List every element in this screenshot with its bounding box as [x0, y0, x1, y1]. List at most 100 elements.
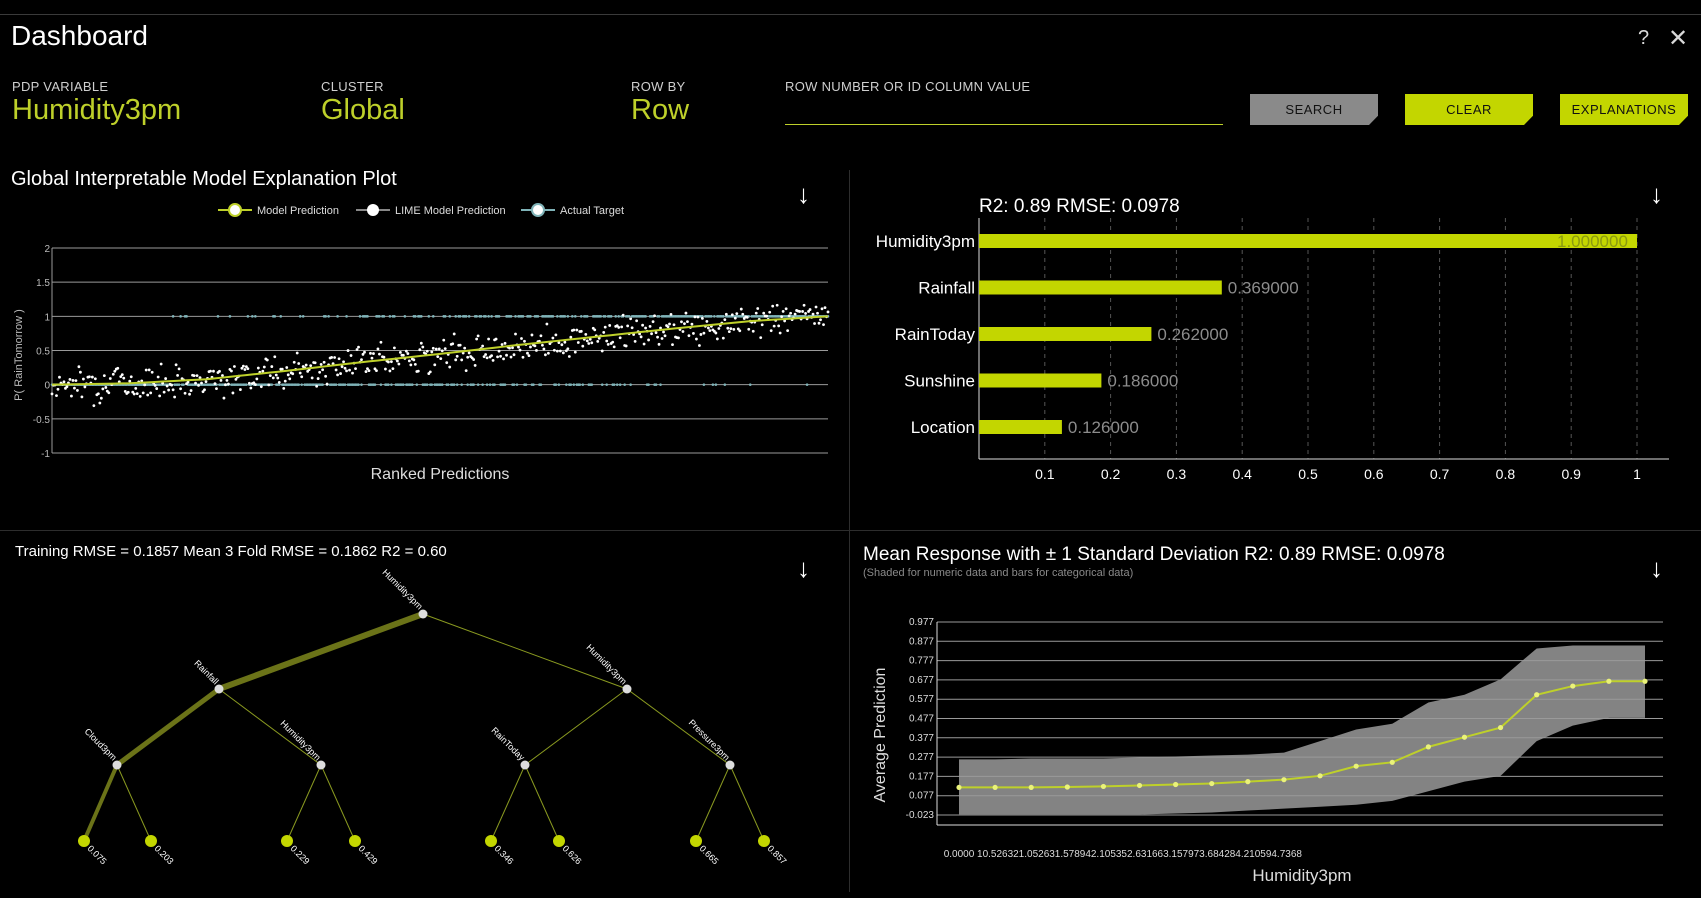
pdp-mean-point — [1642, 678, 1648, 684]
lime-prediction-point — [391, 367, 395, 371]
row-by-value[interactable]: Row — [631, 94, 690, 126]
lime-prediction-point — [804, 312, 807, 315]
lime-prediction-point — [666, 325, 670, 329]
actual-target-point — [618, 383, 622, 386]
lime-prediction-point — [593, 328, 597, 332]
lime-prediction-point — [475, 337, 479, 341]
lime-prediction-point — [135, 392, 139, 396]
tree-leaf-label: 0.429 — [357, 843, 380, 866]
actual-target-point — [713, 315, 716, 318]
actual-target-point — [612, 383, 616, 386]
lime-prediction-point — [621, 313, 625, 317]
pdp-mean-point — [1064, 784, 1070, 790]
lime-prediction-point — [732, 327, 736, 331]
clear-button[interactable]: CLEAR — [1405, 94, 1533, 125]
lime-prediction-point — [225, 378, 229, 382]
pdp-mean-point — [1570, 683, 1576, 689]
lime-prediction-point — [233, 365, 236, 368]
lime-prediction-point — [132, 392, 136, 396]
klime-y-tick-label: -0.5 — [33, 415, 51, 426]
lime-prediction-point — [316, 377, 320, 380]
lime-prediction-point — [772, 324, 776, 328]
actual-target-point — [420, 315, 423, 318]
lime-prediction-point — [747, 327, 751, 331]
lime-prediction-point — [77, 365, 81, 369]
cluster-value[interactable]: Global — [321, 94, 405, 126]
lime-prediction-point — [503, 341, 507, 345]
actual-target-point — [722, 315, 725, 318]
tree-download-icon[interactable]: ↓ — [797, 553, 810, 583]
klime-download-icon[interactable]: ↓ — [797, 179, 810, 209]
tree-edge — [490, 764, 526, 842]
lime-prediction-point — [754, 311, 758, 315]
actual-target-point — [578, 383, 582, 386]
tree-edge — [695, 764, 731, 842]
tree-leaf-node — [553, 835, 565, 847]
lime-prediction-point — [561, 351, 565, 355]
lime-prediction-point — [76, 389, 79, 392]
lime-prediction-point — [108, 377, 112, 380]
importance-category-label: Location — [911, 418, 975, 437]
help-icon[interactable]: ? — [1638, 27, 1650, 49]
importance-bar — [979, 234, 1637, 248]
close-icon[interactable]: ✕ — [1668, 25, 1689, 52]
tree-leaf-node — [690, 835, 702, 847]
search-button[interactable]: SEARCH — [1250, 94, 1378, 125]
lime-prediction-point — [684, 311, 688, 315]
panel-divider-vertical — [849, 170, 850, 892]
explanations-button[interactable]: EXPLANATIONS — [1560, 94, 1688, 125]
lime-prediction-point — [280, 367, 284, 371]
row-number-input[interactable] — [785, 96, 1223, 125]
lime-prediction-point — [439, 357, 443, 361]
actual-target-point — [485, 383, 489, 386]
lime-prediction-point — [491, 358, 495, 362]
lime-prediction-point — [372, 352, 375, 355]
pdp-download-icon[interactable]: ↓ — [1650, 553, 1663, 583]
lime-prediction-point — [759, 336, 763, 340]
pdp-mean-point — [956, 784, 962, 791]
tree-title: Training RMSE = 0.1857 Mean 3 Fold RMSE … — [15, 543, 447, 560]
lime-prediction-point — [144, 368, 148, 372]
lime-prediction-point — [274, 373, 278, 377]
lime-prediction-point — [333, 356, 336, 359]
lime-prediction-point — [213, 382, 217, 386]
tree-leaf-label: 0.229 — [289, 843, 312, 866]
legend-actual-target-label: Actual Target — [560, 205, 624, 217]
lime-prediction-point — [588, 337, 592, 341]
lime-prediction-point — [246, 367, 250, 371]
lime-prediction-point — [714, 331, 718, 335]
lime-prediction-point — [490, 354, 493, 357]
actual-target-point — [414, 315, 417, 318]
importance-download-icon[interactable]: ↓ — [1650, 179, 1663, 209]
lime-prediction-point — [730, 313, 734, 317]
lime-prediction-point — [330, 356, 333, 359]
lime-prediction-point — [547, 351, 550, 355]
lime-prediction-point — [816, 311, 819, 315]
actual-target-point — [431, 315, 435, 318]
importance-value-label: 0.186000 — [1107, 372, 1178, 391]
lime-prediction-point — [541, 343, 544, 347]
tree-leaf-node — [349, 835, 361, 847]
lime-prediction-point — [698, 344, 701, 347]
lime-prediction-point — [644, 326, 647, 330]
actual-target-point — [427, 315, 431, 318]
lime-prediction-point — [624, 344, 628, 348]
actual-target-point — [557, 383, 561, 386]
pdp-y-tick-label: 0.777 — [909, 656, 934, 667]
pdp-mean-point — [992, 784, 998, 791]
lime-prediction-point — [68, 377, 72, 381]
lime-prediction-point — [141, 391, 145, 395]
lime-prediction-point — [620, 325, 624, 329]
lime-prediction-point — [733, 316, 737, 320]
lime-prediction-point — [300, 375, 304, 379]
lime-prediction-point — [784, 307, 788, 311]
row-by-label: ROW BY — [631, 79, 686, 94]
tree-split-node — [725, 760, 735, 770]
pdp-variable-value[interactable]: Humidity3pm — [12, 94, 182, 126]
lime-prediction-point — [81, 377, 85, 381]
lime-prediction-point — [473, 364, 477, 367]
lime-prediction-point — [739, 307, 743, 311]
actual-target-point — [379, 383, 383, 386]
klime-y-tick-label: 1.5 — [36, 278, 50, 289]
actual-target-point — [177, 383, 181, 386]
